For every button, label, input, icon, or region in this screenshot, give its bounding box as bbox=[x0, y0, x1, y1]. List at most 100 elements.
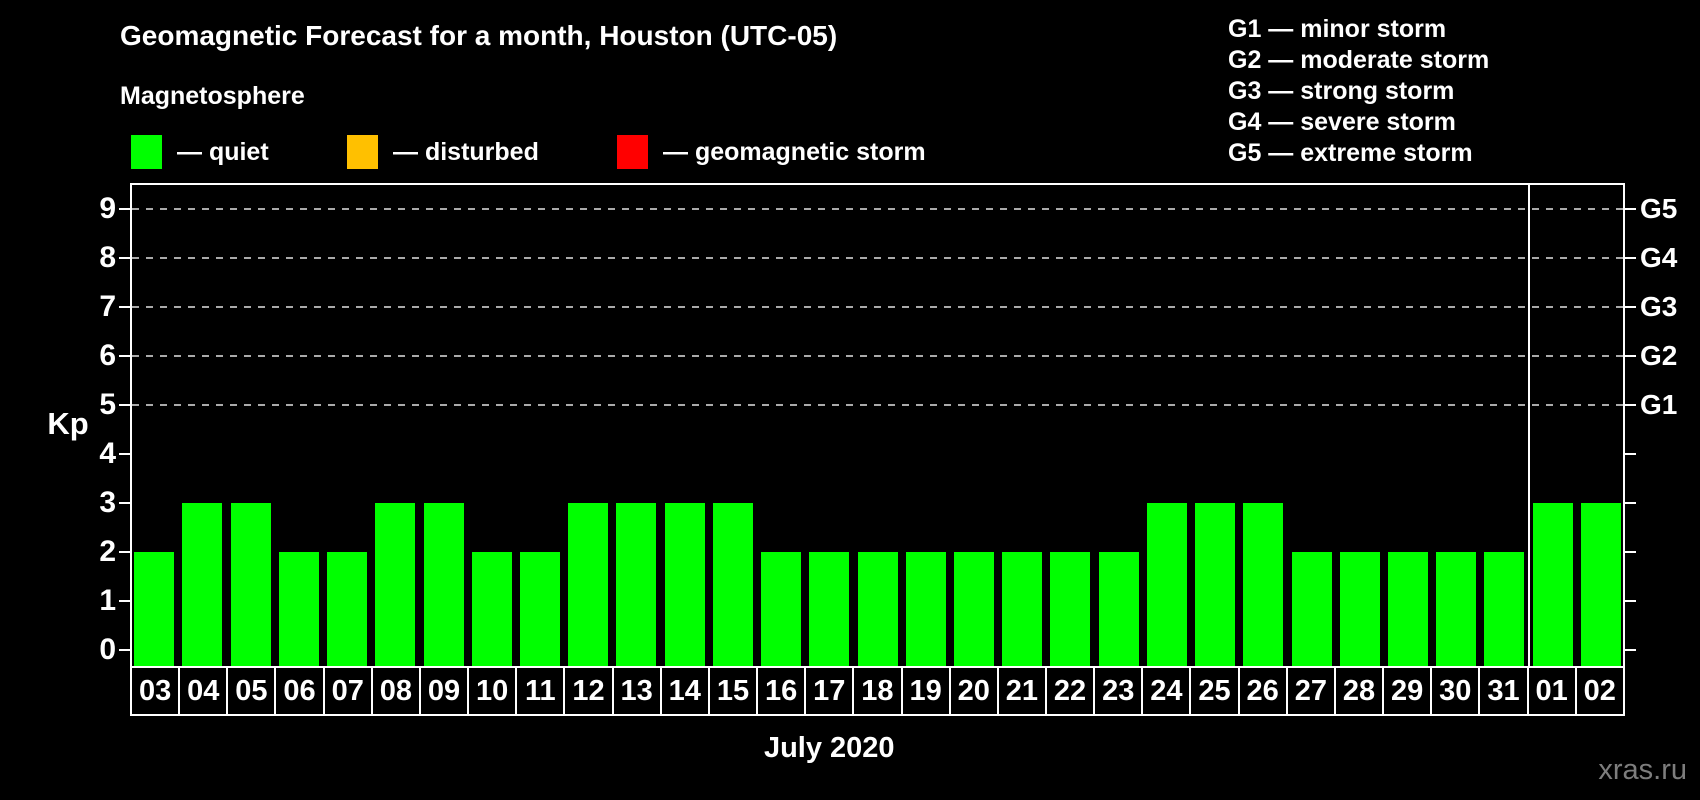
day-label-20: 20 bbox=[950, 666, 999, 716]
kp-bar-day-20 bbox=[954, 552, 994, 666]
day-label-01: 01 bbox=[1528, 666, 1577, 716]
kp-bar-day-30 bbox=[1436, 552, 1477, 666]
gridline-g1 bbox=[132, 404, 1623, 406]
y-axis-tick-right bbox=[1625, 306, 1636, 308]
x-axis-day-labels: 03 04 05 06 07 08 09 10 11 12 13 14 15 16 17 18 19 20 21 22… bbox=[130, 666, 1625, 716]
gridline-g4 bbox=[132, 257, 1623, 259]
kp-bar-day-07 bbox=[327, 552, 367, 666]
y-axis-label-3: 3 bbox=[99, 486, 116, 519]
day-label-12: 12 bbox=[565, 666, 614, 716]
gridline-g2 bbox=[132, 355, 1623, 357]
day-label-04: 04 bbox=[180, 666, 229, 716]
y-axis-tick-right bbox=[1625, 600, 1636, 602]
gridlines-layer bbox=[132, 185, 1623, 666]
kp-bar-day-17 bbox=[809, 552, 850, 666]
y-axis-tick-right bbox=[1625, 404, 1636, 406]
quiet-color-swatch bbox=[131, 135, 162, 169]
day-label-24: 24 bbox=[1143, 666, 1192, 716]
y-axis-label-0: 0 bbox=[99, 633, 116, 666]
day-label-29: 29 bbox=[1384, 666, 1433, 716]
day-label-13: 13 bbox=[613, 666, 662, 716]
kp-bar-day-22 bbox=[1050, 552, 1091, 666]
y-axis-label-8: 8 bbox=[99, 241, 116, 274]
g-legend-line-5: G5 — extreme storm bbox=[1228, 139, 1473, 167]
day-label-03: 03 bbox=[130, 666, 181, 716]
kp-bar-day-28 bbox=[1339, 552, 1380, 666]
y-axis-tick-left bbox=[119, 453, 130, 455]
g-scale-label-g1: G1 bbox=[1640, 389, 1678, 420]
gridline-g5 bbox=[132, 208, 1623, 210]
g-scale-label-g5: G5 bbox=[1640, 193, 1678, 224]
legend-label-geomagnetic-storm: — geomagnetic storm bbox=[663, 137, 926, 166]
y-axis-tick-left bbox=[119, 600, 130, 602]
kp-bar-day-29 bbox=[1388, 552, 1428, 666]
y-axis-tick-left bbox=[119, 649, 130, 651]
day-label-11: 11 bbox=[517, 666, 566, 716]
bars-layer bbox=[132, 185, 1623, 666]
kp-bar-day-14 bbox=[664, 503, 705, 666]
legend-item-disturbed: — disturbed bbox=[347, 135, 539, 169]
kp-bar-day-06 bbox=[278, 552, 319, 666]
g-legend-line-4: G4 — severe storm bbox=[1228, 108, 1456, 136]
y-axis-tick-right bbox=[1625, 355, 1636, 357]
day-label-14: 14 bbox=[661, 666, 710, 716]
y-axis-tick-left bbox=[119, 355, 130, 357]
kp-bar-day-23 bbox=[1098, 552, 1139, 666]
legend-item-geomagnetic-storm: — geomagnetic storm bbox=[617, 135, 926, 169]
y-axis-label-6: 6 bbox=[99, 339, 116, 372]
plot-area bbox=[130, 183, 1625, 668]
gridline-g3 bbox=[132, 306, 1623, 308]
g-legend-line-1: G1 — minor storm bbox=[1228, 15, 1447, 43]
y-axis-label-9: 9 bbox=[99, 192, 116, 225]
day-label-31: 31 bbox=[1480, 666, 1529, 716]
y-axis-label-7: 7 bbox=[99, 290, 116, 323]
y-axis-tick-left bbox=[119, 404, 130, 406]
day-label-16: 16 bbox=[758, 666, 807, 716]
kp-bar-day-16 bbox=[761, 552, 801, 666]
disturbed-color-swatch bbox=[347, 135, 378, 169]
kp-bar-day-12 bbox=[568, 503, 609, 666]
kp-bar-day-02 bbox=[1580, 503, 1621, 666]
y-axis-title: Kp bbox=[47, 405, 89, 441]
g-legend-line-3: G3 — strong storm bbox=[1228, 77, 1455, 105]
y-axis-tick-left bbox=[119, 551, 130, 553]
y-axis-label-1: 1 bbox=[99, 584, 116, 617]
day-label-30: 30 bbox=[1432, 666, 1481, 716]
kp-bar-day-08 bbox=[375, 503, 416, 666]
kp-bar-day-05 bbox=[230, 503, 271, 666]
day-label-10: 10 bbox=[469, 666, 518, 716]
kp-bar-day-27 bbox=[1291, 552, 1332, 666]
y-axis-tick-right bbox=[1625, 502, 1636, 504]
watermark: xras.ru bbox=[1598, 754, 1687, 786]
g-scale-label-g3: G3 bbox=[1640, 291, 1678, 322]
day-label-21: 21 bbox=[998, 666, 1047, 716]
kp-bar-day-04 bbox=[182, 503, 223, 666]
kp-bar-day-15 bbox=[712, 503, 753, 666]
chart-subtitle: Magnetosphere bbox=[120, 82, 305, 110]
kp-bar-day-19 bbox=[905, 552, 946, 666]
day-label-17: 17 bbox=[806, 666, 855, 716]
y-axis-tick-right bbox=[1625, 208, 1636, 210]
y-axis-tick-right bbox=[1625, 551, 1636, 553]
day-label-27: 27 bbox=[1287, 666, 1336, 716]
kp-bar-day-25 bbox=[1195, 503, 1236, 666]
legend-label-disturbed: — disturbed bbox=[393, 137, 539, 166]
geomagnetic-storm-color-swatch bbox=[617, 135, 648, 169]
g-legend-line-2: G2 — moderate storm bbox=[1228, 46, 1490, 74]
day-label-15: 15 bbox=[709, 666, 759, 716]
day-label-25: 25 bbox=[1191, 666, 1240, 716]
y-axis-tick-right bbox=[1625, 649, 1636, 651]
day-label-19: 19 bbox=[902, 666, 951, 716]
chart-title: Geomagnetic Forecast for a month, Housto… bbox=[120, 20, 838, 51]
g-scale-label-g4: G4 bbox=[1640, 242, 1678, 273]
kp-bar-day-11 bbox=[519, 552, 560, 666]
y-axis-label-2: 2 bbox=[99, 535, 116, 568]
legend-label-quiet: — quiet bbox=[177, 137, 269, 166]
day-label-06: 06 bbox=[276, 666, 325, 716]
y-axis-tick-left bbox=[119, 502, 130, 504]
kp-bar-day-31 bbox=[1484, 552, 1525, 666]
legend-item-quiet: — quiet bbox=[131, 135, 269, 169]
kp-bar-day-24 bbox=[1146, 503, 1187, 666]
kp-bar-day-26 bbox=[1243, 503, 1284, 666]
y-axis-label-4: 4 bbox=[99, 437, 116, 470]
